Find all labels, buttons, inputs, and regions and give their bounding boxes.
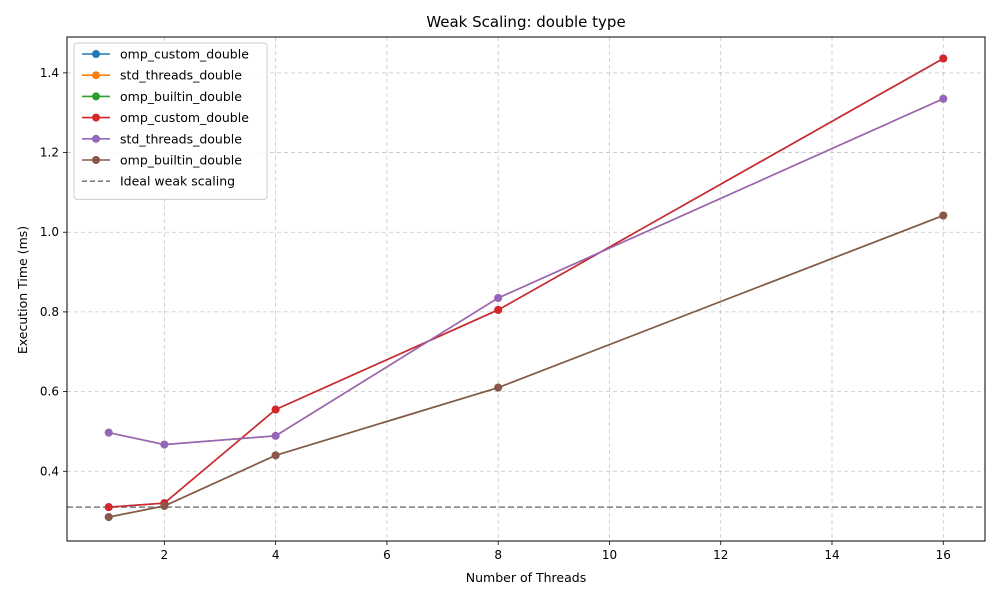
axis-ticks: 2 4 6 8 10 12 14 16 0.4 0.6 0.8 1.0 1.2 1.4 (40, 66, 951, 562)
legend-swatch-marker (92, 50, 100, 58)
x-tick-label: 2 (161, 548, 169, 562)
y-tick-label: 0.8 (40, 305, 59, 319)
y-tick-label: 0.4 (40, 464, 59, 478)
data-point (160, 501, 169, 510)
legend-label: Ideal weak scaling (120, 174, 235, 189)
data-point (271, 431, 280, 440)
x-tick-label: 4 (272, 548, 280, 562)
data-point (494, 305, 503, 314)
y-tick-label: 1.0 (40, 225, 59, 239)
data-point (271, 451, 280, 460)
grid (67, 37, 985, 541)
legend-item: omp_builtin_double (82, 89, 242, 104)
legend-swatch-marker (92, 113, 100, 122)
y-tick-label: 1.4 (40, 66, 59, 80)
x-tick-label: 10 (602, 548, 617, 562)
x-tick-label: 16 (936, 548, 951, 562)
legend-item: std_threads_double (82, 68, 242, 83)
data-point (939, 94, 948, 103)
legend-item: std_threads_double (82, 131, 242, 146)
series-line (108, 214, 944, 518)
legend-item: Ideal weak scaling (82, 174, 235, 189)
legend-item: omp_custom_double (82, 110, 249, 125)
chart-title: Weak Scaling: double type (426, 13, 625, 31)
series-omp_builtin_double (104, 211, 948, 522)
legend-swatch-marker (92, 92, 100, 101)
legend-label: std_threads_double (120, 131, 242, 146)
x-tick-label: 8 (494, 548, 502, 562)
y-tick-label: 1.2 (40, 146, 59, 160)
x-tick-label: 6 (383, 548, 391, 562)
series-line (108, 214, 944, 518)
legend-label: omp_custom_double (120, 47, 249, 62)
legend-label: omp_builtin_double (120, 153, 242, 168)
legend-label: omp_custom_double (120, 110, 249, 125)
x-tick-label: 12 (713, 548, 728, 562)
data-point (104, 503, 113, 512)
series-group (104, 54, 948, 522)
x-axis-label: Number of Threads (466, 570, 586, 585)
series-omp_builtin_double (104, 211, 948, 522)
plot-area-frame (66, 36, 986, 542)
series-std_threads_double (104, 94, 948, 449)
data-point (104, 513, 113, 522)
legend-label: std_threads_double (120, 68, 242, 83)
legend-swatch-marker (92, 134, 100, 143)
legend-swatch-marker (92, 71, 100, 80)
data-point (939, 211, 948, 220)
legend-item: omp_custom_double (82, 47, 249, 62)
data-point (104, 428, 113, 437)
legend: omp_custom_double std_threads_double omp_b… (73, 42, 268, 200)
data-point (160, 440, 169, 449)
y-tick-label: 0.6 (40, 385, 59, 399)
data-point (494, 383, 503, 392)
data-point (271, 405, 280, 414)
legend-box (73, 42, 268, 200)
legend-swatch-marker (92, 156, 100, 164)
data-point (939, 54, 948, 63)
x-tick-label: 14 (824, 548, 839, 562)
y-axis-label: Execution Time (ms) (15, 226, 30, 354)
data-point (494, 293, 503, 302)
legend-item: omp_builtin_double (82, 153, 242, 168)
legend-label: omp_builtin_double (120, 89, 242, 104)
